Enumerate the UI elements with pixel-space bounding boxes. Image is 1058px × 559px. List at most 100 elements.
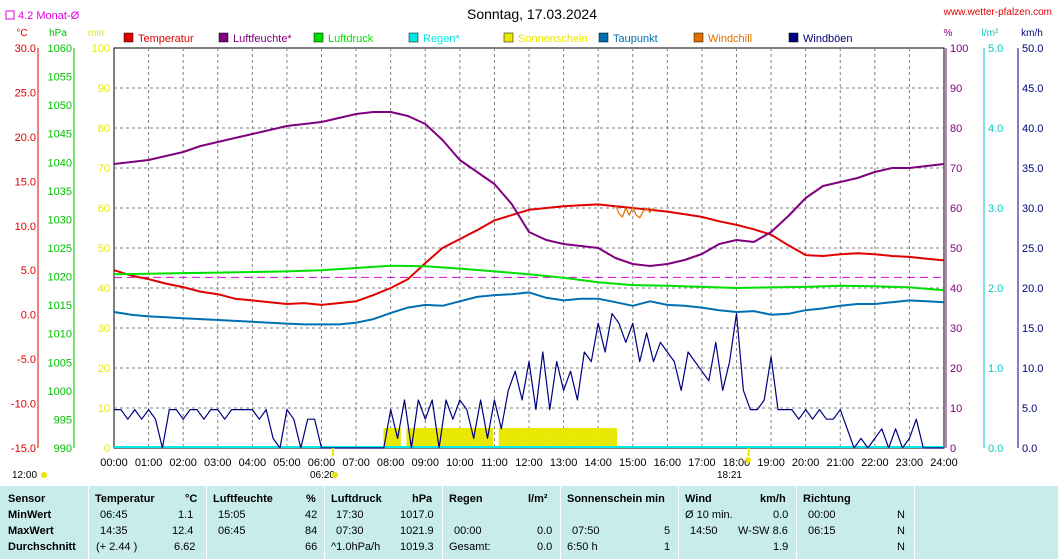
wind_kmh-tick-label: 35.0 xyxy=(1022,163,1043,175)
stats-temp-avg-value: 6.62 xyxy=(174,541,196,553)
wind_kmh-tick-label: 15.0 xyxy=(1022,323,1043,335)
series-luftdruck xyxy=(113,264,945,292)
sunshine-bar xyxy=(397,428,401,448)
wind_kmh-tick-label: 45.0 xyxy=(1022,83,1043,95)
rain_lm2-tick-label: 0.0 xyxy=(988,443,1003,455)
legend-label: Luftdruck xyxy=(328,33,374,45)
stats-separator xyxy=(324,486,325,559)
pressure_hpa-tick-label: 1025 xyxy=(48,243,72,255)
axes: 00:00 01:00 02:00 03:00 04:00 05:00 06:00 07:00… xyxy=(11,43,1044,469)
stats-direction-header: Richtung xyxy=(803,493,851,505)
wind_kmh-tick-label: 0.0 xyxy=(1022,443,1037,455)
rain_lm2-tick-label: 5.0 xyxy=(988,43,1003,55)
chart-title: Sonntag, 17.03.2024 xyxy=(467,6,597,22)
stats-pressure-unit: hPa xyxy=(412,493,433,505)
sunshine-bar xyxy=(423,428,427,448)
sunshine-bar xyxy=(613,428,617,448)
sunshine-bar xyxy=(507,428,511,448)
sunshine-bar xyxy=(559,428,563,448)
stats-direction-min-time: 00:00 xyxy=(808,509,836,521)
sunshine-bar xyxy=(386,428,390,448)
legend-label: Regen* xyxy=(423,33,460,45)
sunshine-bar xyxy=(588,428,592,448)
legend-swatch xyxy=(503,32,514,43)
stats-temp-min-value: 1.1 xyxy=(178,509,194,521)
daylength-sun-icon xyxy=(41,472,47,478)
rain_lm2-tick-label: 4.0 xyxy=(988,123,1003,135)
stats-pressure-min-time: 17:30 xyxy=(336,509,364,521)
series-taupunkt xyxy=(113,291,945,326)
stats-humidity-avg-value: 66 xyxy=(305,541,318,553)
x-tick-label: 02:00 xyxy=(169,457,197,469)
sunshine-bar xyxy=(527,428,531,448)
humidity_pct-tick-label: 100 xyxy=(950,43,968,55)
stats-rain-header: Regen xyxy=(449,493,483,505)
sunshine-bar xyxy=(383,428,387,448)
x-tick-label: 03:00 xyxy=(204,457,232,469)
stats-rain-max-time: 00:00 xyxy=(454,525,482,537)
sunset-sun-icon xyxy=(745,457,751,463)
sunshine-bar xyxy=(513,428,517,448)
rain_lm2-tick-label: 1.0 xyxy=(988,363,1003,375)
sunshine-bar xyxy=(406,428,410,448)
legend-label: Windchill xyxy=(708,33,752,45)
stats-temp-max-value: 12.4 xyxy=(172,525,194,537)
sunshine-bar xyxy=(490,428,494,448)
stats-wind-avg-value: 0.0 xyxy=(773,509,789,521)
sunshine-bar xyxy=(596,428,600,448)
x-tick-label: 04:00 xyxy=(239,457,267,469)
stats-sun-header: Sonnenschein min xyxy=(567,493,665,505)
sunshine-bar xyxy=(429,428,433,448)
sunshine-bar xyxy=(501,428,505,448)
humidity_pct-tick-label: 0 xyxy=(950,443,956,455)
stats-wind-mean-value: 1.9 xyxy=(773,541,789,553)
stats-separator xyxy=(442,486,443,559)
sunshine-bar xyxy=(567,428,571,448)
x-tick-label: 16:00 xyxy=(654,457,682,469)
stats-separator xyxy=(206,486,207,559)
sunshine-bar xyxy=(570,428,574,448)
stats-humidity-min-value: 42 xyxy=(305,509,318,521)
sunshine_min-tick-label: 100 xyxy=(92,43,110,55)
sunshine-bar xyxy=(432,428,436,448)
sunshine-bar xyxy=(449,428,453,448)
temp_c-tick-label: -15.0 xyxy=(11,443,36,455)
pressure_hpa-tick-label: 1045 xyxy=(48,129,72,141)
sunshine-bar xyxy=(564,428,568,448)
legend-swatch xyxy=(313,32,324,43)
pressure_hpa-tick-label: 1050 xyxy=(48,100,72,112)
series-temperatur xyxy=(113,203,945,306)
stats-humidity-max-time: 06:45 xyxy=(218,525,246,537)
sunshine-bar xyxy=(441,428,445,448)
sunshine_min-tick-label: 40 xyxy=(98,283,110,295)
stats-separator xyxy=(796,486,797,559)
legend-swatch xyxy=(598,32,609,43)
stats-pressure-avg-value: 1019.3 xyxy=(400,541,434,553)
site-link[interactable]: www.wetter-pfalzen.com xyxy=(943,7,1052,18)
x-tick-label: 20:00 xyxy=(792,457,820,469)
legend-label: Taupunkt xyxy=(613,33,658,45)
sunshine-bar xyxy=(452,428,456,448)
temp_c-tick-label: 5.0 xyxy=(21,265,36,277)
stats-humidity-max-value: 84 xyxy=(305,525,318,537)
sunshine-bar xyxy=(573,428,577,448)
legend: Temperatur Luftfeuchte* Luftdruck Regen* Son… xyxy=(123,32,853,45)
stats-sensor-header: Sensor xyxy=(8,493,46,505)
sunshine-bar xyxy=(524,428,528,448)
sunshine-bar xyxy=(585,428,589,448)
series-luftfeuchte xyxy=(113,111,945,267)
x-tick-label: 11:00 xyxy=(481,457,508,469)
stats-humidity-unit: % xyxy=(306,493,316,505)
humidity_pct-tick-label: 20 xyxy=(950,363,962,375)
humidity_pct-tick-label: 60 xyxy=(950,203,962,215)
stats-temp-avg-trend: (+ 2.44 ) xyxy=(96,541,138,553)
sunshine-bar xyxy=(530,428,534,448)
x-tick-label: 18:00 xyxy=(723,457,751,469)
sunshine-bars xyxy=(383,428,617,448)
sunshine-bar xyxy=(389,428,393,448)
daylength-label: 12:00 xyxy=(12,470,37,481)
rain_lm2-tick-label: 2.0 xyxy=(988,283,1003,295)
pressure_hpa-tick-label: 1005 xyxy=(48,357,72,369)
wind_kmh-tick-label: 5.0 xyxy=(1022,403,1037,415)
x-tick-label: 13:00 xyxy=(550,457,578,469)
